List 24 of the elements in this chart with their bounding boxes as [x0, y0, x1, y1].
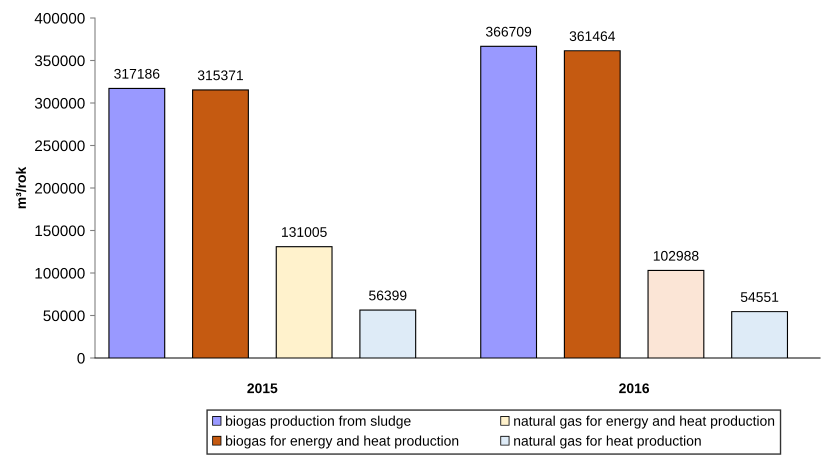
legend-label: natural gas for energy and heat production: [514, 416, 774, 429]
data-label: 366709: [486, 26, 532, 37]
legend-label: biogas for energy and heat production: [226, 436, 458, 448]
data-label: 317186: [114, 68, 160, 79]
x-tick-label: 2015: [247, 383, 278, 394]
y-tick-label: 250000: [35, 140, 85, 152]
data-label: 315371: [198, 70, 243, 80]
y-tick-label: 0: [77, 352, 85, 364]
data-label: 102988: [654, 250, 698, 261]
data-label: 361464: [570, 31, 616, 42]
y-tick-label: 350000: [34, 55, 85, 66]
y-tick-label: 150000: [35, 225, 85, 236]
data-label: 54551: [740, 292, 778, 302]
x-tick-label: 2016: [619, 383, 650, 394]
legend-label: natural gas for heat production: [514, 436, 701, 448]
y-tick-label: 50000: [43, 310, 85, 322]
legend-label: biogas production from sludge: [226, 416, 411, 429]
y-tick-label: 200000: [35, 182, 85, 194]
data-label: 56399: [369, 290, 406, 300]
data-label: 131005: [282, 227, 327, 237]
y-tick-label: 100000: [35, 268, 85, 279]
y-tick-label: 400000: [34, 12, 85, 24]
y-tick-label: 300000: [34, 98, 85, 109]
y-axis-title: m³/rok: [16, 166, 26, 208]
